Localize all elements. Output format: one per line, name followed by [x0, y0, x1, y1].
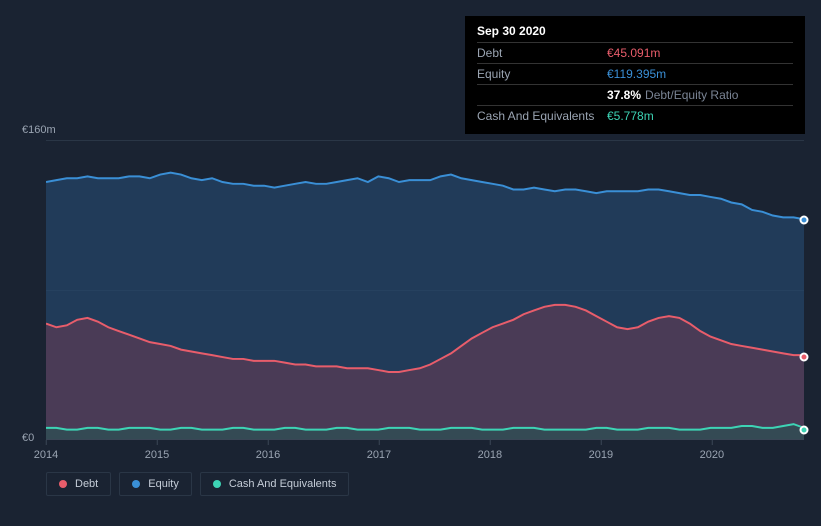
equity-marker — [800, 215, 809, 224]
tooltip-label — [477, 88, 607, 102]
tooltip-label: Equity — [477, 67, 607, 81]
tooltip-ratio-label: Debt/Equity Ratio — [645, 88, 738, 102]
tooltip-row: 37.8% Debt/Equity Ratio — [477, 84, 793, 105]
x-tick: 2015 — [145, 449, 169, 461]
x-tick: 2014 — [34, 449, 58, 461]
x-tick: 2020 — [700, 449, 724, 461]
legend-dot-icon — [132, 480, 140, 488]
y-max-label: €160m — [22, 124, 56, 136]
legend-label: Cash And Equivalents — [229, 478, 337, 490]
x-tick: 2017 — [367, 449, 391, 461]
x-tick: 2019 — [589, 449, 613, 461]
x-tick: 2018 — [478, 449, 502, 461]
tooltip-value: €45.091m — [607, 46, 660, 60]
tooltip-label: Debt — [477, 46, 607, 60]
tooltip-row: Equity€119.395m — [477, 63, 793, 84]
y-zero-label: €0 — [22, 432, 34, 444]
chart-tooltip: Sep 30 2020 Debt€45.091mEquity€119.395m3… — [465, 16, 805, 134]
legend-dot-icon — [213, 480, 221, 488]
legend-dot-icon — [59, 480, 67, 488]
debt-equity-chart: €160m €0 2014 2015 2016 2017 2018 2019 2020 De… — [18, 120, 804, 510]
legend-item-debt[interactable]: Debt — [46, 472, 111, 496]
debt-marker — [800, 352, 809, 361]
x-tick: 2016 — [256, 449, 280, 461]
legend-label: Debt — [75, 478, 98, 490]
tooltip-row: Debt€45.091m — [477, 42, 793, 63]
legend-item-cash-and-equivalents[interactable]: Cash And Equivalents — [200, 472, 350, 496]
tooltip-ratio-pct: 37.8% — [607, 88, 641, 102]
cash-marker — [800, 425, 809, 434]
legend-item-equity[interactable]: Equity — [119, 472, 192, 496]
tooltip-date: Sep 30 2020 — [477, 24, 793, 42]
legend-label: Equity — [148, 478, 179, 490]
legend: Debt Equity Cash And Equivalents — [46, 472, 349, 496]
tooltip-value: €119.395m — [607, 67, 666, 81]
plot-area[interactable] — [46, 140, 804, 440]
x-axis: 2014201520162017201820192020 — [46, 445, 804, 465]
